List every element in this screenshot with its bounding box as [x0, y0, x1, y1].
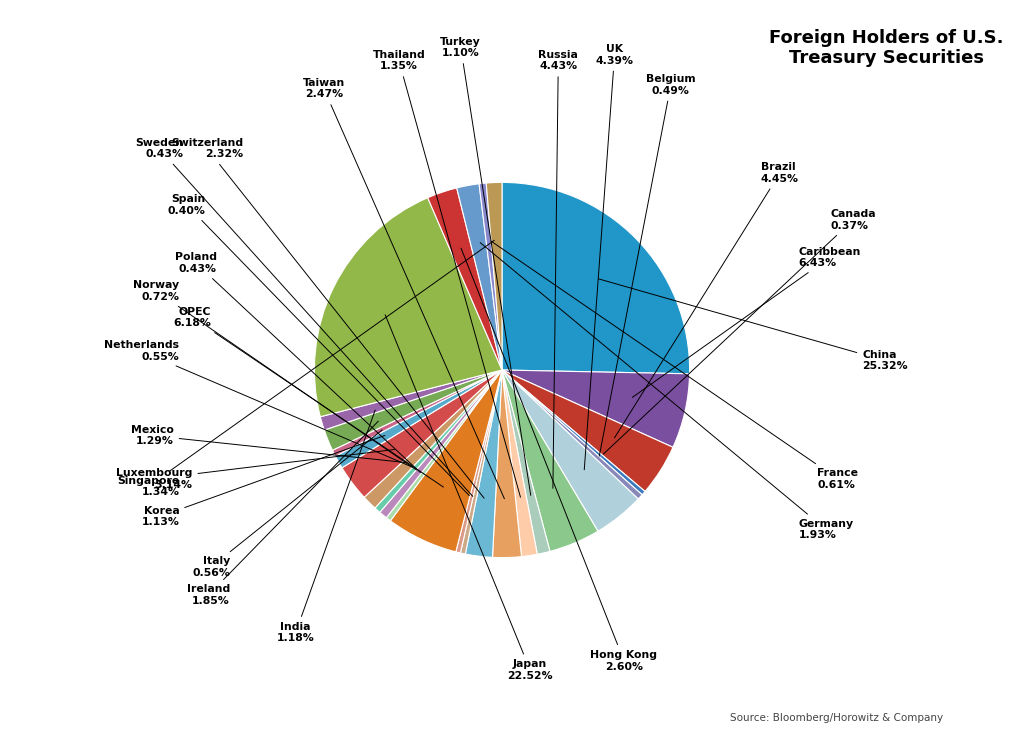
Wedge shape [321, 370, 502, 430]
Wedge shape [502, 370, 550, 554]
Wedge shape [502, 182, 689, 374]
Wedge shape [365, 370, 502, 508]
Text: OPEC
6.18%: OPEC 6.18% [173, 306, 443, 487]
Text: Sweden
0.43%: Sweden 0.43% [135, 138, 473, 497]
Wedge shape [502, 370, 642, 499]
Text: Luxembourg
3.14%: Luxembourg 3.14% [116, 449, 394, 490]
Text: Belgium
0.49%: Belgium 0.49% [599, 74, 695, 456]
Text: Russia
4.43%: Russia 4.43% [539, 50, 579, 488]
Text: Switzerland
2.32%: Switzerland 2.32% [171, 138, 484, 498]
Wedge shape [456, 370, 502, 553]
Wedge shape [314, 198, 502, 417]
Text: China
25.32%: China 25.32% [598, 279, 908, 371]
Text: Germany
1.93%: Germany 1.93% [480, 243, 854, 540]
Wedge shape [375, 370, 502, 512]
Wedge shape [461, 370, 502, 554]
Text: Caribbean
6.43%: Caribbean 6.43% [633, 246, 861, 397]
Text: Brazil
4.45%: Brazil 4.45% [614, 162, 799, 438]
Wedge shape [502, 370, 638, 531]
Wedge shape [386, 370, 502, 521]
Text: Italy
0.56%: Italy 0.56% [193, 430, 382, 578]
Text: Mexico
1.29%: Mexico 1.29% [131, 425, 407, 462]
Text: Poland
0.43%: Poland 0.43% [175, 252, 421, 473]
Text: Thailand
1.35%: Thailand 1.35% [373, 50, 520, 497]
Text: Japan
22.52%: Japan 22.52% [385, 314, 553, 681]
Text: Spain
0.40%: Spain 0.40% [168, 194, 469, 496]
Wedge shape [333, 370, 502, 456]
Wedge shape [479, 183, 502, 370]
Text: Turkey
1.10%: Turkey 1.10% [440, 36, 530, 495]
Wedge shape [502, 370, 598, 551]
Text: Ireland
1.85%: Ireland 1.85% [186, 421, 378, 606]
Text: France
0.61%: France 0.61% [490, 241, 858, 490]
Text: India
1.18%: India 1.18% [276, 410, 375, 644]
Text: Canada
0.37%: Canada 0.37% [603, 209, 876, 454]
Text: Korea
1.13%: Korea 1.13% [141, 435, 385, 527]
Wedge shape [502, 370, 538, 556]
Wedge shape [428, 188, 502, 370]
Text: Foreign Holders of U.S.
Treasury Securities: Foreign Holders of U.S. Treasury Securit… [769, 29, 1004, 67]
Wedge shape [390, 370, 502, 552]
Wedge shape [457, 184, 502, 370]
Wedge shape [342, 370, 502, 497]
Text: Source: Bloomberg/Horowitz & Company: Source: Bloomberg/Horowitz & Company [730, 713, 943, 723]
Wedge shape [336, 370, 502, 468]
Text: Taiwan
2.47%: Taiwan 2.47% [303, 78, 505, 499]
Wedge shape [325, 370, 502, 450]
Text: Norway
0.72%: Norway 0.72% [133, 280, 417, 470]
Text: Singapore
1.34%: Singapore 1.34% [117, 240, 495, 497]
Wedge shape [502, 370, 673, 491]
Wedge shape [380, 370, 502, 518]
Wedge shape [486, 182, 502, 370]
Wedge shape [502, 370, 689, 447]
Text: Netherlands
0.55%: Netherlands 0.55% [104, 340, 413, 467]
Text: Hong Kong
2.60%: Hong Kong 2.60% [461, 248, 657, 672]
Wedge shape [502, 370, 645, 495]
Wedge shape [493, 370, 521, 558]
Text: UK
4.39%: UK 4.39% [585, 44, 634, 470]
Wedge shape [465, 370, 502, 557]
